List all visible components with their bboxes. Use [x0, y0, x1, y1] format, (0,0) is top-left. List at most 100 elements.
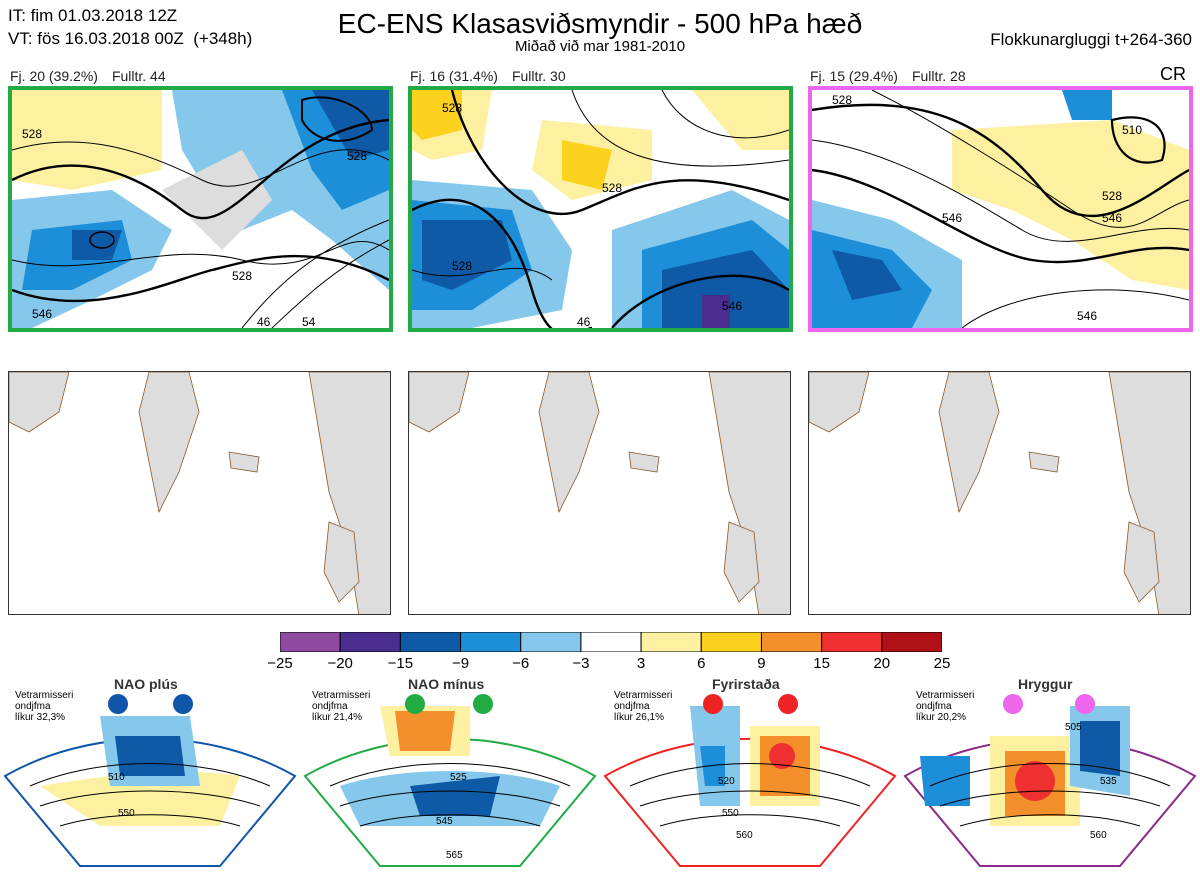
page-subtitle: Miðað við mar 1981-2010	[514, 38, 686, 55]
regime-contour-label: 545	[436, 816, 453, 827]
regime-ridge: 505 535 560 Hryggur Vetrarmisseri ondjfma…	[900, 676, 1200, 871]
cluster-3-count: Fj. 15 (29.4%)	[810, 68, 898, 84]
contour-label: 510	[1122, 123, 1142, 137]
cluster-1-map[interactable]: 528 546 528 46 54 528	[8, 86, 393, 332]
colorbar-segment	[881, 631, 943, 653]
regime-info-line: Vetrarmisseri	[916, 690, 975, 701]
regime-probability: líkur 21,4%	[312, 712, 363, 723]
contour-label: 546	[1077, 309, 1097, 323]
colorbar-tick-label: 20	[873, 655, 891, 672]
colorbar	[279, 631, 943, 653]
contour-label: 46	[257, 315, 271, 328]
contour-label: 528	[22, 127, 42, 141]
colorbar-segment	[460, 631, 522, 653]
contour-label: 528	[452, 259, 472, 273]
colorbar-ticks: −25 −20 −15 −9 −6 −3 3 6 9 15 20 25	[260, 655, 962, 673]
cluster-2-count: Fj. 16 (31.4%)	[410, 68, 498, 84]
contour-label: 528	[602, 181, 622, 195]
colorbar-tick-label: −15	[387, 655, 414, 672]
colorbar-tick-label: −3	[572, 655, 590, 672]
colorbar-segment	[580, 631, 642, 653]
classification-window: Flokkunargluggi t+264-360	[990, 30, 1192, 49]
regime-contour-label: 560	[736, 830, 753, 841]
colorbar-tick-label: 6	[697, 655, 706, 672]
regime-contour-label: 505	[1065, 722, 1082, 733]
cluster-3-caption: Fj. 15 (29.4%) Fulltr. 28	[810, 68, 980, 84]
regime-info-line: ondjfma	[614, 701, 650, 712]
regime-info-line: ondjfma	[15, 701, 51, 712]
regime-contour-label: 520	[718, 776, 735, 787]
colorbar-tick-label: 3	[636, 655, 646, 672]
contour-label: 546	[942, 211, 962, 225]
colorbar-segment	[760, 631, 823, 653]
init-time: IT: fim 01.03.2018 12Z	[8, 6, 178, 25]
contour-label: 528	[832, 93, 852, 107]
colorbar-tick-label: −25	[267, 655, 293, 672]
colorbar-tick-label: −20	[327, 655, 353, 672]
cluster-1-count: Fj. 20 (39.2%)	[10, 68, 98, 84]
colorbar-tick-label: −9	[451, 655, 470, 672]
regime-info: Vetrarmisseri ondjfma líkur 32,3%	[15, 690, 73, 723]
colorbar-segment	[279, 631, 341, 653]
regime-contour-label: 510	[108, 772, 125, 783]
regime-info: Vetrarmisseri ondjfma líkur 20,2%	[916, 690, 974, 723]
regime-contour-label: 560	[1090, 830, 1107, 841]
contour-label: 546	[722, 299, 742, 313]
contour-label: 46	[577, 315, 591, 328]
cr-label: CR	[1160, 64, 1186, 84]
regime-blocking: 520 550 560 Fyrirstaða Vetrarmisseri ondj…	[600, 676, 900, 871]
colorbar-segment	[821, 631, 883, 653]
regime-probability: líkur 26,1%	[614, 712, 665, 723]
regime-probability: líkur 20,2%	[916, 712, 967, 723]
regime-nao-plus: 510 550 NAO plús Vetrarmisseri ondjfma lík…	[0, 676, 300, 871]
regime-info-line: ondjfma	[312, 701, 348, 712]
base-map-2[interactable]	[408, 371, 791, 615]
regime-probability: líkur 32,3%	[15, 712, 66, 723]
cluster-2-map[interactable]: 528 528 528 546 46	[408, 86, 793, 332]
regime-info: Vetrarmisseri ondjfma líkur 21,4%	[312, 690, 370, 723]
colorbar-tick-label: −6	[512, 655, 530, 672]
colorbar-tick-label: 15	[813, 655, 830, 672]
regime-nao-minus: 525 545 565 NAO mínus Vetrarmisseri ondjf…	[300, 676, 600, 871]
regime-info-line: Vetrarmisseri	[15, 690, 74, 701]
colorbar-svg	[279, 631, 943, 653]
contour-label: 528	[1102, 189, 1122, 203]
colorbar-segment	[700, 631, 762, 653]
base-map-1[interactable]	[8, 371, 391, 615]
contour-label: 546	[1102, 211, 1122, 225]
cluster-1-rep: Fulltr. 44	[111, 68, 166, 84]
colorbar-tick-label: 25	[933, 655, 951, 672]
regime-contour-label: 565	[446, 850, 463, 861]
cluster-3-rep: Fulltr. 28	[911, 68, 966, 84]
colorbar-segment	[640, 631, 702, 653]
regime-title: NAO plús	[114, 676, 178, 692]
colorbar-segment	[399, 631, 462, 653]
regime-contour-label: 535	[1100, 776, 1117, 787]
colorbar-segment	[520, 631, 582, 653]
contour-label: 528	[442, 101, 462, 115]
regime-contour-label: 525	[450, 772, 467, 783]
page-title: EC-ENS Klasasviðsmyndir - 500 hPa hæð	[337, 8, 863, 39]
regime-info: Vetrarmisseri ondjfma líkur 26,1%	[614, 690, 672, 723]
header-init-valid: IT: fim 01.03.2018 12Z VT: fös 16.03.2018…	[8, 4, 252, 50]
contour-label: 546	[32, 307, 52, 321]
contour-label: 528	[232, 269, 252, 283]
base-map-3[interactable]	[808, 371, 1191, 615]
cluster-2-rep: Fulltr. 30	[511, 68, 566, 84]
regime-info-line: ondjfma	[916, 701, 952, 712]
regime-info-line: Vetrarmisseri	[614, 690, 673, 701]
regime-contour-label: 550	[722, 808, 739, 819]
cluster-2-caption: Fj. 16 (31.4%) Fulltr. 30	[410, 68, 580, 84]
contour-label: 528	[347, 149, 367, 163]
colorbar-segment	[339, 631, 401, 653]
cluster-1-caption: Fj. 20 (39.2%) Fulltr. 44	[10, 68, 180, 84]
contour-label: 54	[302, 315, 316, 328]
regime-title: Hryggur	[1018, 676, 1073, 692]
regime-title: Fyrirstaða	[712, 676, 780, 692]
regime-contour-label: 550	[118, 808, 135, 819]
valid-time: VT: fös 16.03.2018 00Z (+348h)	[8, 29, 253, 48]
colorbar-tick-label: 9	[757, 655, 766, 672]
regime-title: NAO mínus	[408, 676, 485, 692]
cluster-3-map[interactable]: 528 528 510 546 546 546	[808, 86, 1193, 332]
regime-info-line: Vetrarmisseri	[312, 690, 371, 701]
